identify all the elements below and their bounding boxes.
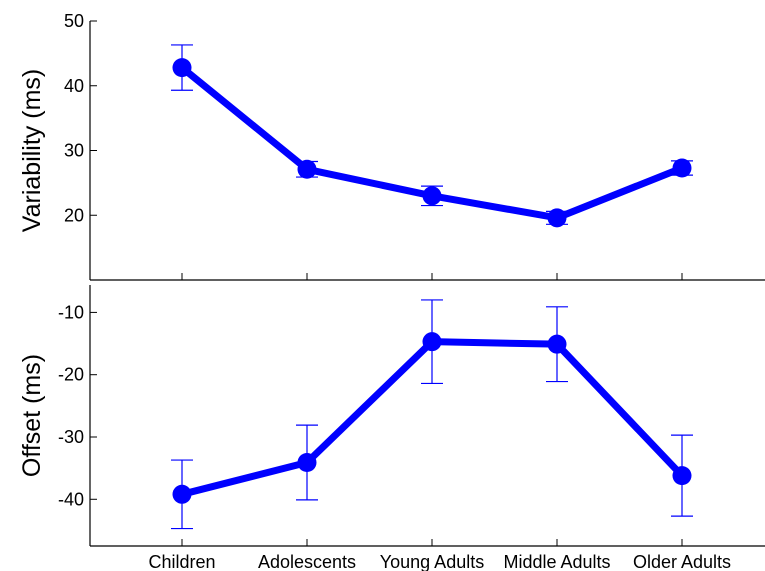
x-category-label: Older Adults <box>633 552 731 571</box>
offset-y-axis-label: Offset (ms) <box>18 354 46 477</box>
variability-data-point <box>172 58 192 78</box>
offset-y-tick-label: -10 <box>58 302 84 322</box>
offset-data-point <box>172 484 192 504</box>
offset-panel: -40 -30 -20 -10 Offset (ms) <box>18 285 765 547</box>
offset-data-point <box>297 453 317 473</box>
offset-y-tick-label: -20 <box>58 365 84 385</box>
variability-y-tick-label: 20 <box>64 205 84 225</box>
x-category-label: Children <box>148 552 215 571</box>
variability-panel: 20 30 40 50 Variability (ms) <box>18 11 765 281</box>
offset-y-tick-label: -30 <box>58 427 84 447</box>
variability-data-point <box>422 186 442 206</box>
variability-data-point <box>672 158 692 178</box>
offset-data-point <box>672 466 692 486</box>
offset-y-tick-label: -40 <box>58 489 84 509</box>
variability-data-point <box>547 208 567 228</box>
offset-data-point <box>547 334 567 354</box>
offset-data-point <box>422 332 442 352</box>
variability-y-axis-label: Variability (ms) <box>18 69 46 232</box>
x-category-label: Young Adults <box>380 552 484 571</box>
x-category-label: Middle Adults <box>503 552 610 571</box>
variability-y-tick-label: 40 <box>64 76 84 96</box>
x-category-label: Adolescents <box>258 552 356 571</box>
variability-y-tick-label: 30 <box>64 141 84 161</box>
variability-y-tick-label: 50 <box>64 11 84 31</box>
variability-data-point <box>297 159 317 179</box>
